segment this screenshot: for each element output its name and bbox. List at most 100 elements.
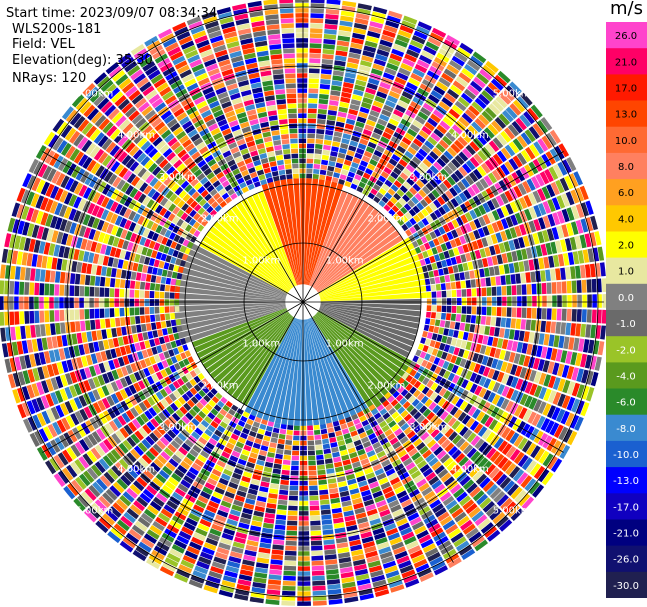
noise-cell <box>547 199 556 212</box>
noise-cell <box>466 432 477 443</box>
noise-cell <box>597 341 605 356</box>
noise-cell <box>298 511 309 516</box>
noise-cell <box>22 221 30 236</box>
velocity-cell <box>313 208 379 289</box>
noise-cell <box>50 185 60 199</box>
noise-cell <box>501 286 507 296</box>
noise-cell <box>338 557 352 564</box>
noise-cell <box>53 244 61 257</box>
noise-cell <box>330 442 338 448</box>
noise-cell <box>35 145 47 160</box>
noise-cell <box>18 236 26 251</box>
noise-cell <box>477 457 489 469</box>
noise-cell <box>263 167 271 174</box>
noise-cell <box>521 284 527 295</box>
noise-cell <box>597 246 605 261</box>
noise-cell <box>353 22 368 30</box>
noise-cell <box>24 311 30 324</box>
noise-cell <box>201 11 216 20</box>
noise-cell <box>493 265 500 276</box>
noise-cell <box>553 424 564 439</box>
noise-cell <box>300 455 308 461</box>
noise-cell <box>133 382 142 392</box>
noise-cell <box>309 58 321 64</box>
noise-cell <box>247 535 260 542</box>
noise-cell <box>491 222 500 233</box>
noise-cell <box>341 138 350 145</box>
noise-cell <box>60 374 68 387</box>
noise-cell <box>151 250 158 259</box>
noise-cell <box>363 92 375 100</box>
noise-cell <box>297 108 307 113</box>
noise-cell <box>512 418 522 431</box>
noise-cell <box>447 161 457 172</box>
noise-cell <box>159 173 169 183</box>
noise-cell <box>206 205 214 214</box>
noise-cell <box>214 486 225 495</box>
noise-cell <box>333 65 345 72</box>
noise-cell <box>200 490 211 500</box>
noise-cell <box>216 54 230 63</box>
noise-cell <box>311 565 325 571</box>
noise-cell <box>550 440 562 454</box>
noise-cell <box>283 58 296 64</box>
noise-cell <box>191 431 201 440</box>
noise-cell <box>457 136 468 147</box>
noise-cell <box>59 190 69 203</box>
noise-cell <box>348 52 361 60</box>
noise-cell <box>117 415 127 426</box>
noise-cell <box>46 337 53 350</box>
noise-cell <box>34 296 39 309</box>
noise-cell <box>463 403 473 414</box>
noise-cell <box>532 123 544 137</box>
noise-cell <box>359 526 371 534</box>
noise-cell <box>116 327 122 337</box>
noise-cell <box>549 129 561 144</box>
noise-cell <box>339 490 350 497</box>
noise-cell <box>187 241 194 249</box>
noise-cell <box>460 389 469 400</box>
noise-cell <box>383 25 398 34</box>
noise-cell <box>376 541 390 550</box>
noise-cell <box>194 119 205 128</box>
noise-cell <box>356 169 364 177</box>
noise-cell <box>583 339 590 353</box>
noise-cell <box>531 413 542 427</box>
noise-cell <box>360 160 369 168</box>
velocity-cell <box>310 317 363 414</box>
noise-cell <box>276 159 284 166</box>
noise-cell <box>111 268 117 278</box>
noise-cell <box>438 252 446 261</box>
noise-cell <box>199 128 210 137</box>
noise-cell <box>451 104 464 116</box>
noise-cell <box>360 489 371 497</box>
noise-cell <box>380 481 391 490</box>
noise-cell <box>312 580 326 586</box>
colorbar-tick-label: 2.0 <box>618 241 634 252</box>
noise-cell <box>375 179 384 187</box>
noise-cell <box>478 387 487 398</box>
noise-cell <box>540 320 546 333</box>
noise-cell <box>61 360 69 373</box>
noise-cell <box>567 381 576 395</box>
noise-cell <box>427 425 437 435</box>
noise-cell <box>182 193 191 202</box>
noise-cell <box>582 294 587 308</box>
noise-cell <box>82 214 91 226</box>
noise-cell <box>540 243 548 256</box>
noise-cell <box>320 423 327 430</box>
noise-cell <box>477 399 487 410</box>
noise-cell <box>358 164 366 172</box>
noise-cell <box>523 222 532 234</box>
noise-cell <box>513 238 521 250</box>
noise-cell <box>233 65 246 73</box>
noise-cell <box>407 512 420 522</box>
noise-cell <box>54 217 63 230</box>
noise-cell <box>440 544 454 555</box>
noise-cell <box>200 163 210 172</box>
noise-cell <box>407 146 417 156</box>
noise-cell <box>133 445 144 456</box>
noise-cell <box>149 299 155 306</box>
noise-cell <box>295 0 309 3</box>
noise-cell <box>35 195 45 209</box>
